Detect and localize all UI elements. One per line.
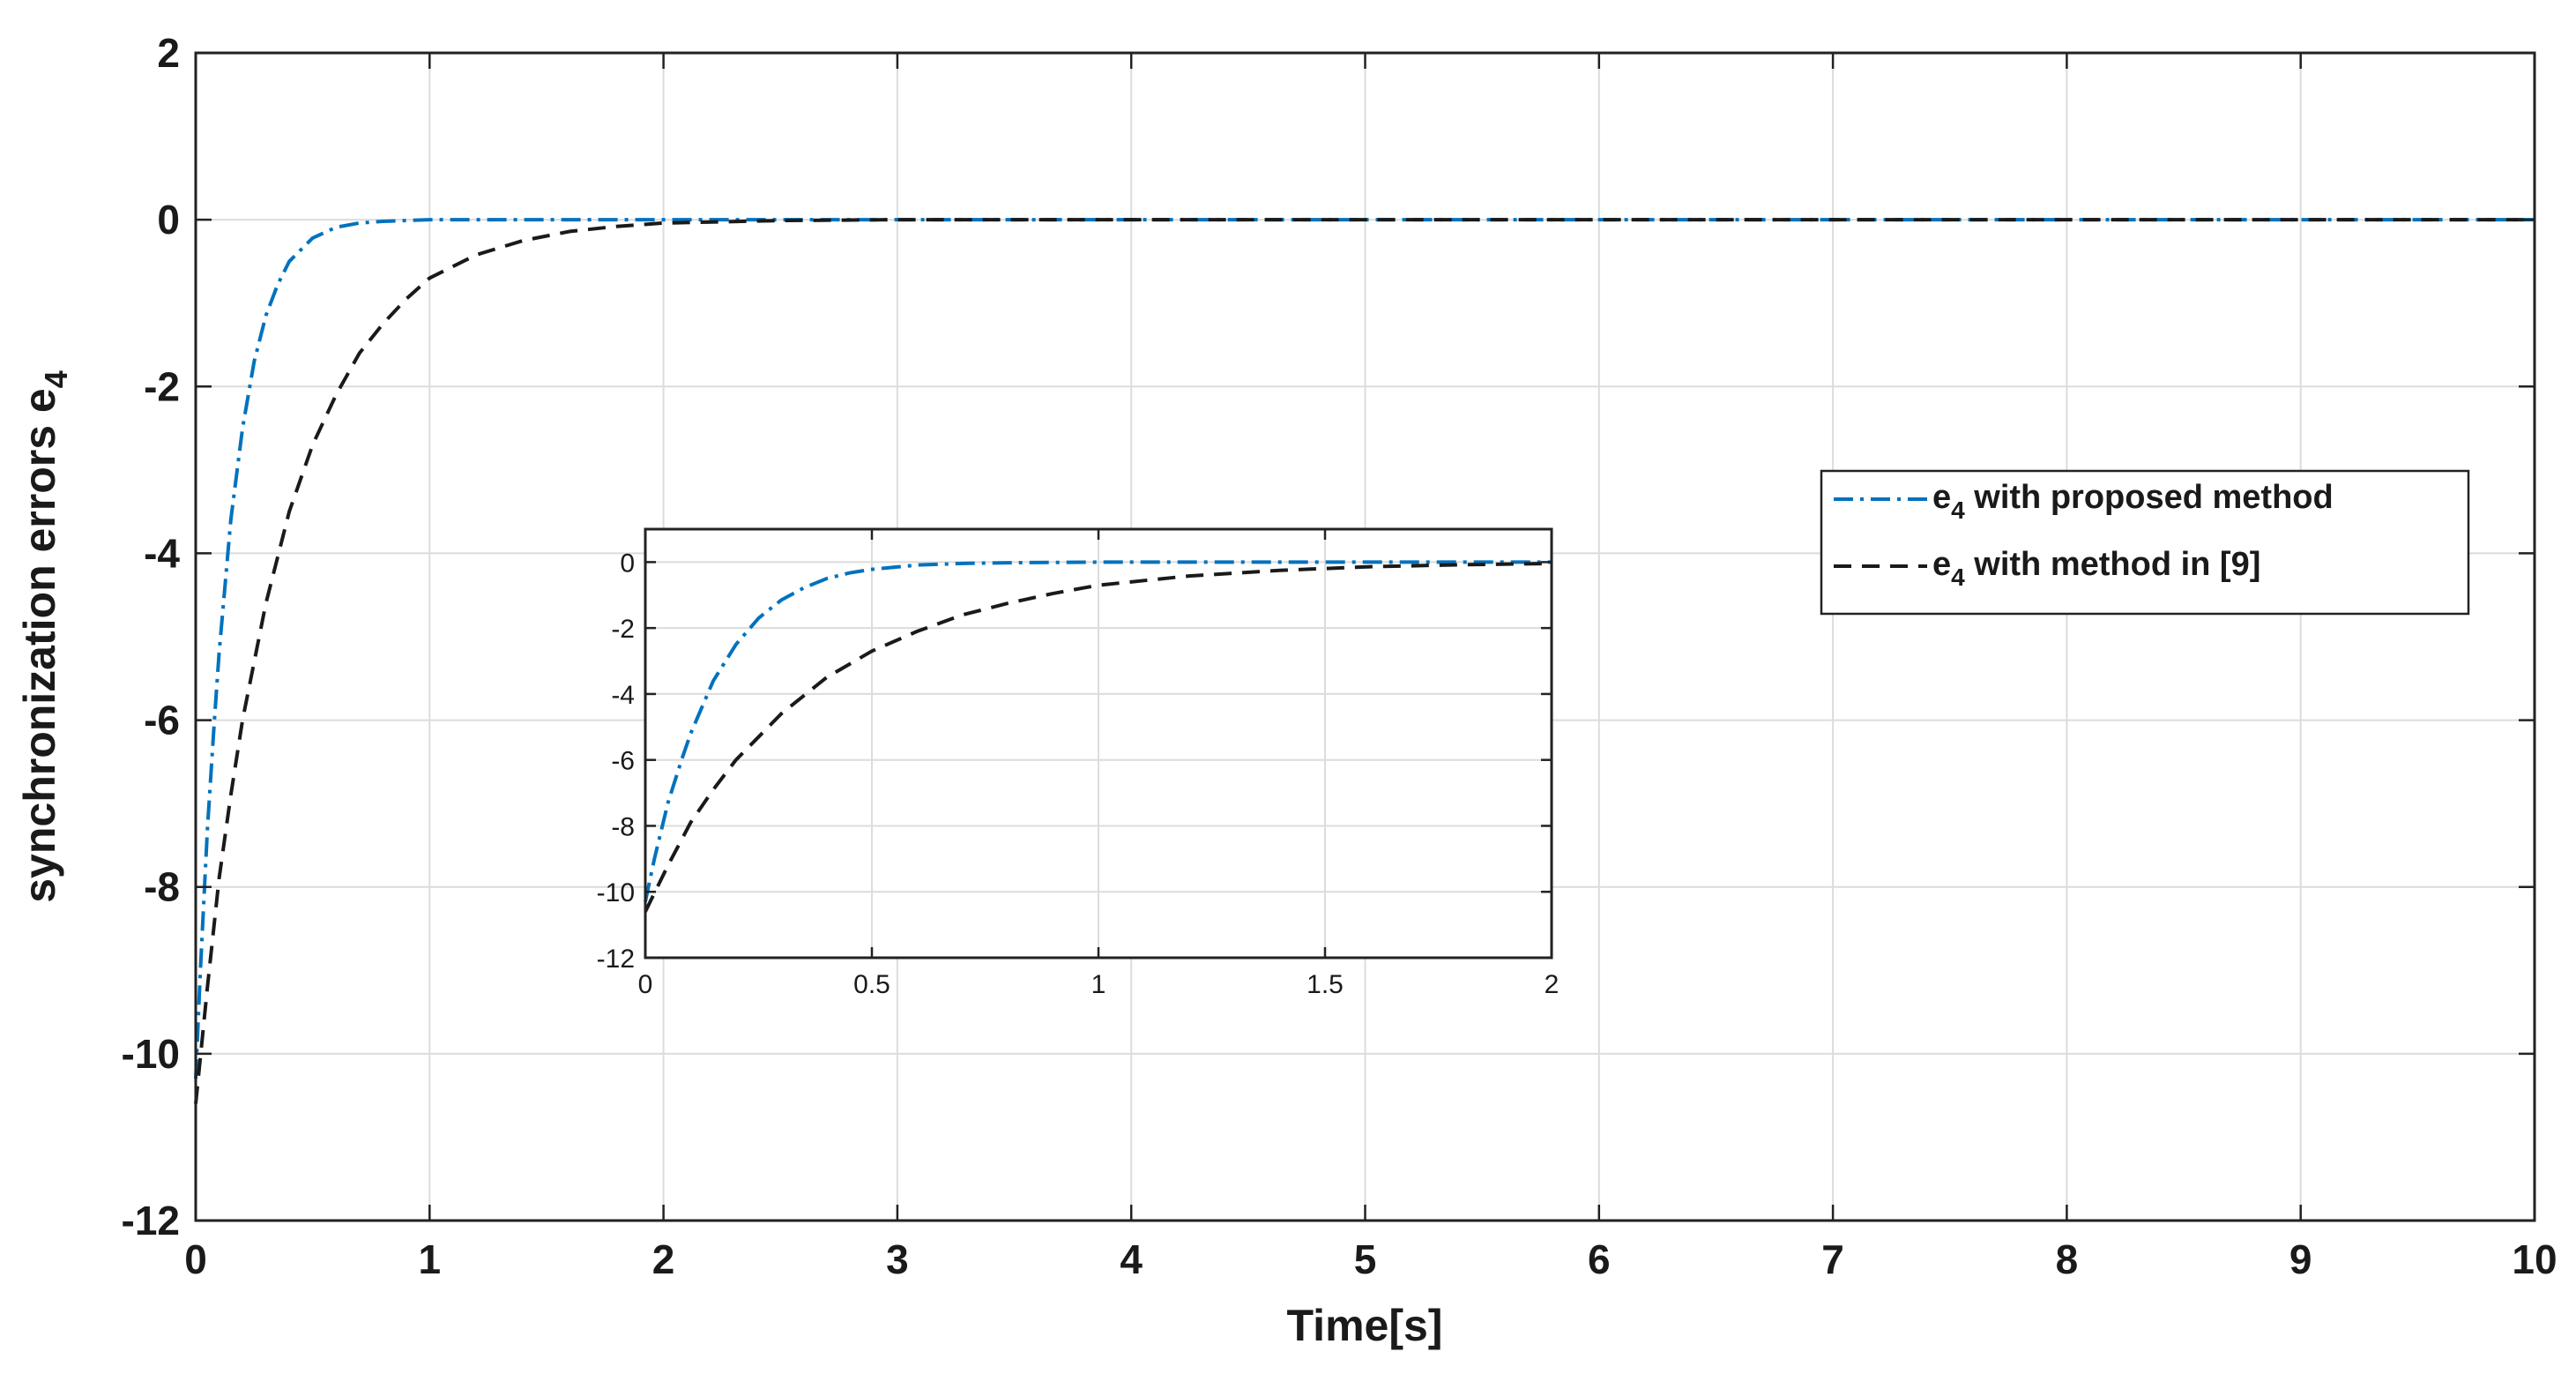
- main-y-tick-label: -12: [122, 1198, 180, 1243]
- inset-y-tick-label: -10: [597, 878, 635, 907]
- legend-entry-1: e4 with proposed method: [1932, 479, 2334, 524]
- main-y-tick-label: -6: [144, 698, 180, 743]
- legend-entry-main: e: [1932, 546, 1951, 583]
- inset-plot: 0 0.5 1 1.5 2 0 -2 -4 -6 -8 -10 -12: [597, 527, 1560, 999]
- inset-series-1-line: [644, 560, 1552, 902]
- y-axis-title: synchronization errors e4: [15, 370, 74, 903]
- inset-x-tick-label: 0: [638, 970, 653, 999]
- legend-box: [1820, 469, 2470, 616]
- main-y-tick-label: -10: [122, 1031, 180, 1077]
- legend-entry-main: e: [1932, 479, 1951, 516]
- legend-entry-text: with proposed method: [1965, 479, 2334, 516]
- legend-entry-2: e4 with method in [9]: [1932, 546, 2260, 591]
- inset-x-tick-label: 0.5: [853, 970, 890, 999]
- main-x-tick-label: 5: [1354, 1236, 1377, 1282]
- main-series-2-line: [194, 218, 2535, 1104]
- main-x-tick-label: 9: [2289, 1236, 2312, 1282]
- main-y-tick-label: -8: [144, 864, 180, 910]
- main-x-tick-label: 6: [1588, 1236, 1611, 1282]
- inset-y-tick-label: -4: [611, 681, 635, 710]
- main-x-tick-label: 8: [2056, 1236, 2079, 1282]
- inset-y-tick-label: -8: [611, 812, 635, 841]
- main-x-tick-label: 3: [886, 1236, 909, 1282]
- main-x-tick-label: 10: [2512, 1236, 2557, 1282]
- main-y-tick-label: -4: [144, 530, 180, 576]
- main-y-tick-label: 2: [157, 30, 180, 76]
- y-axis-title-main: synchronization errors e: [15, 388, 64, 903]
- main-x-tick-label: 2: [652, 1236, 675, 1282]
- inset-y-tick-label: -2: [611, 615, 635, 644]
- main-x-tick-label: 7: [1821, 1236, 1844, 1282]
- legend-entry-text: with method in [9]: [1965, 546, 2261, 583]
- y-axis-title-subscript: 4: [38, 370, 74, 388]
- inset-x-tick-label: 1.5: [1307, 970, 1344, 999]
- main-y-tick-label: 0: [157, 197, 180, 243]
- inset-series-2-line: [644, 561, 1552, 913]
- axis-titles: Time[s]synchronization errors e4: [15, 370, 1442, 1350]
- legend-entry-subscript: 4: [1951, 497, 1965, 524]
- inset-y-tick-label: 0: [620, 549, 635, 578]
- inset-x-tick-label: 1: [1091, 970, 1106, 999]
- main-x-tick-label: 1: [419, 1236, 442, 1282]
- inset-y-tick-label: -6: [611, 747, 635, 776]
- main-series-1-line: [194, 218, 2535, 1079]
- main-y-tick-label: -2: [144, 363, 180, 409]
- main-x-tick-label: 0: [184, 1236, 207, 1282]
- inset-x-tick-label: 2: [1545, 970, 1560, 999]
- inset-y-tick-label: -12: [597, 945, 635, 974]
- x-axis-title: Time[s]: [1287, 1301, 1443, 1350]
- main-x-tick-label: 4: [1120, 1236, 1143, 1282]
- legend-entry-subscript: 4: [1951, 564, 1965, 591]
